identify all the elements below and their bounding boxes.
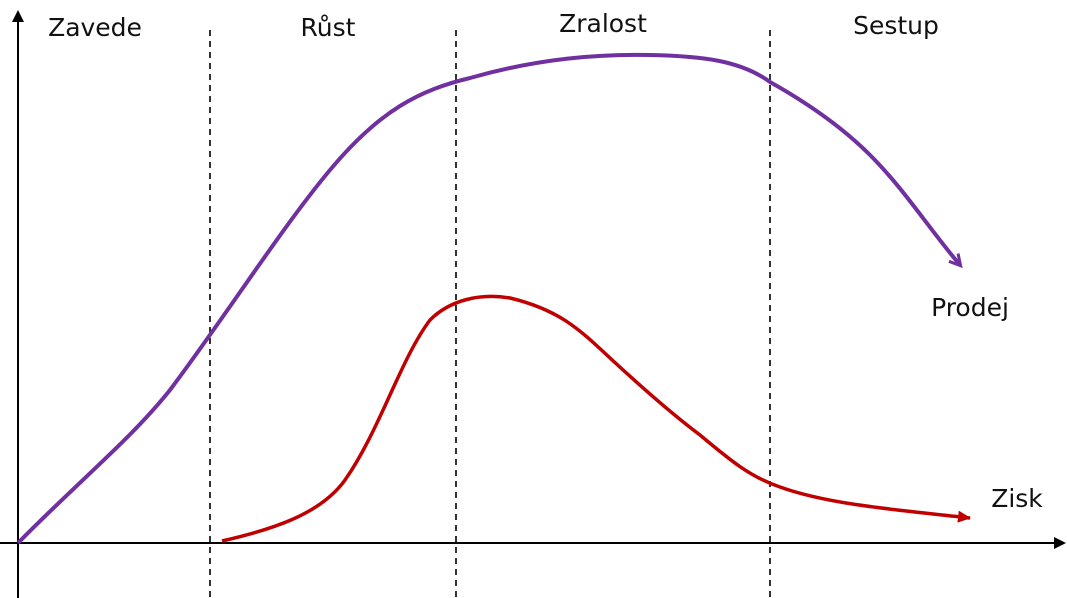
- profit-curve: [221, 294, 971, 543]
- stage-label: Zralost: [559, 9, 647, 38]
- axes: [0, 10, 1066, 598]
- stage-label: Růst: [301, 13, 356, 42]
- stage-label: Sestup: [853, 11, 939, 40]
- stage-label: Zavede: [48, 13, 142, 42]
- curve-label: Zisk: [991, 484, 1043, 513]
- sales-curve: [16, 52, 960, 545]
- curve-label: Prodej: [931, 293, 1009, 322]
- stage-dividers: [209, 30, 771, 598]
